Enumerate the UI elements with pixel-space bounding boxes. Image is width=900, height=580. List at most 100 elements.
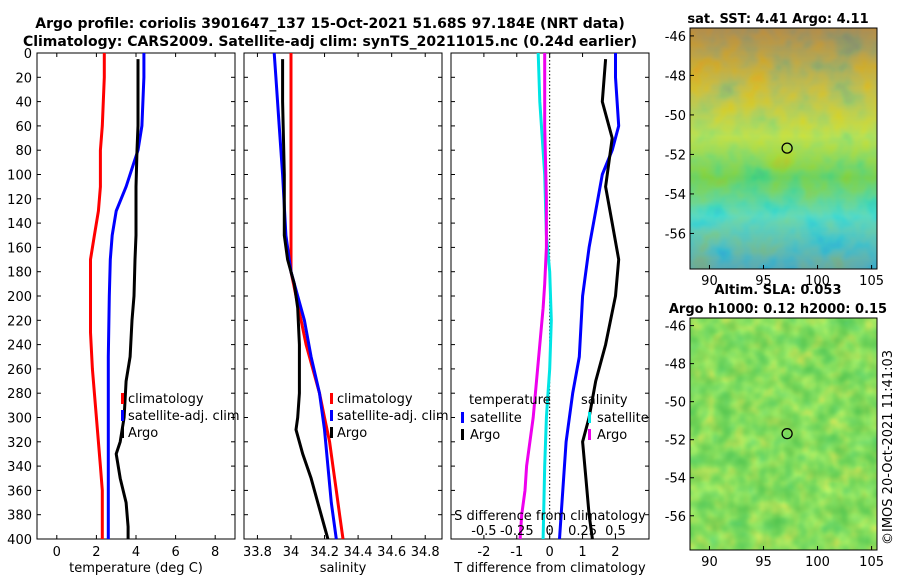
depth-tick-label: 300 <box>7 412 32 427</box>
sst-field-texture <box>690 28 877 269</box>
salinity-legend-label: climatology <box>337 392 413 407</box>
map-ytick-label: -54 <box>665 472 686 487</box>
legend-salinity-title: salinity <box>581 393 628 408</box>
map-ytick-label: -52 <box>665 434 686 449</box>
map-xtick-label: 90 <box>701 274 718 289</box>
temperature-series-climatology <box>89 53 106 539</box>
map-xtick-label: 95 <box>755 555 772 570</box>
map-xtick-label: 95 <box>755 274 772 289</box>
salinity-series-satellite-adj-clim <box>272 52 338 540</box>
difference-xtick-label: 0 <box>546 545 554 560</box>
sla-map-frame <box>689 317 878 551</box>
sst-map: sat. SST: 4.41 Argo: 4.11 90 95 100 105 -46 -… <box>665 12 884 289</box>
depth-tick-label: 180 <box>7 266 32 281</box>
map-ytick-label: -54 <box>665 188 686 203</box>
depth-tick-label: 200 <box>7 290 32 305</box>
panel-temperature: 0 2 4 6 8 temperature (deg C) 0 20 40 60 80 100 120 1… <box>7 47 239 576</box>
temperature-xtick-label: 4 <box>132 545 140 560</box>
sla-map-ticks: 90 95 100 105 -46 -48 -50 -52 -54 -56 <box>665 320 884 570</box>
depth-tick-label: 220 <box>7 314 32 329</box>
legend-temperature-label: Argo <box>470 428 500 443</box>
sst-map-frame <box>689 27 878 270</box>
salinity-diff-tick-label: 0 <box>546 524 554 539</box>
difference-series-salinity-argo <box>518 53 548 540</box>
map-xtick-label: 105 <box>859 274 884 289</box>
legend-temperature-swatch <box>461 412 464 423</box>
temperature-legend-swatch <box>121 427 124 438</box>
depth-tick-label: 80 <box>15 144 32 159</box>
salinity-legend-swatch <box>330 427 333 438</box>
sst-map-title: sat. SST: 4.41 Argo: 4.11 <box>687 12 868 27</box>
salinity-diff-tick-label: -0.5 <box>471 524 496 539</box>
salinity-diff-axis-label: S difference from climatology <box>454 509 646 524</box>
salinity-xtick-label: 34.8 <box>411 545 440 560</box>
salinity-xtick-label: 34.4 <box>344 545 373 560</box>
panel-difference: -2 -1 0 1 2T difference from climatology temp… <box>450 52 650 576</box>
legend-salinity-swatch <box>588 412 591 423</box>
depth-tick-label: 360 <box>7 484 32 499</box>
figure-title-line2: Climatology: CARS2009. Satellite-adj cli… <box>23 34 637 50</box>
salinity-xtick-label: 34 <box>283 545 300 560</box>
sla-field <box>690 318 877 550</box>
sla-map-title1: Altim. SLA: 0.053 <box>715 283 842 298</box>
figure-title-line1: Argo profile: coriolis 3901647_137 15-Oc… <box>35 16 625 32</box>
temperature-legend-swatch <box>121 410 124 421</box>
map-ytick-label: -48 <box>665 69 686 84</box>
depth-tick-label: 120 <box>7 193 32 208</box>
depth-tick-label: 100 <box>7 169 32 184</box>
map-ytick-label: -46 <box>665 30 686 45</box>
temperature-series-satellite-adj-clim <box>106 53 146 539</box>
difference-series-temperature-argo <box>581 58 621 540</box>
depth-tick-label: 380 <box>7 509 32 524</box>
legend-salinity-label: satellite <box>597 411 649 426</box>
salinity-legend-swatch <box>330 393 333 404</box>
panel-salinity: 33.8 34 34.2 34.4 34.6 34.8 salinity climatolog… <box>243 52 449 576</box>
map-xtick-label: 105 <box>859 555 884 570</box>
sst-argo-marker <box>781 142 793 154</box>
salinity-frame <box>243 52 443 540</box>
sla-map-title2: Argo h1000: 0.12 h2000: 0.15 <box>669 302 887 317</box>
temperature-legend-label: climatology <box>128 392 204 407</box>
sst-map-ticks: 90 95 100 105 -46 -48 -50 -52 -54 -56 <box>665 30 884 289</box>
difference-series-salinity-satellite <box>536 52 553 540</box>
temperature-legend-label: Argo <box>128 426 158 441</box>
difference-xtick-label: 2 <box>611 545 619 560</box>
salinity-legend-swatch <box>330 410 333 421</box>
salinity-diff-tick-label: 0.5 <box>605 524 626 539</box>
difference-series-temperature-satellite <box>558 53 621 540</box>
temperature-series-argo <box>114 59 140 539</box>
map-ytick-label: -50 <box>665 109 686 124</box>
temperature-xlabel: temperature (deg C) <box>69 561 203 576</box>
temperature-xtick-label: 0 <box>53 545 61 560</box>
depth-tick-label: 400 <box>7 533 32 548</box>
temperature-legend-swatch <box>121 393 124 404</box>
depth-tick-label: 60 <box>15 120 32 135</box>
sla-argo-marker <box>781 427 793 440</box>
legend-temperature-swatch <box>461 429 464 440</box>
map-ytick-label: -48 <box>665 358 686 373</box>
legend-salinity-label: Argo <box>597 428 627 443</box>
salinity-xtick-label: 34.2 <box>310 545 339 560</box>
temperature-legend-label: satellite-adj. clim <box>128 409 240 424</box>
depth-tick-label: 140 <box>7 217 32 232</box>
salinity-xtick-label: 33.8 <box>243 545 272 560</box>
depth-tick-label: 40 <box>15 96 32 111</box>
difference-xtick-label: -2 <box>477 545 490 560</box>
difference-xtick-label: -1 <box>510 545 523 560</box>
map-ytick-label: -56 <box>665 227 686 242</box>
salinity-legend-label: Argo <box>337 426 367 441</box>
depth-tick-label: 320 <box>7 436 32 451</box>
temperature-xtick-label: 8 <box>211 545 219 560</box>
map-ytick-label: -52 <box>665 148 686 163</box>
legend-salinity-swatch <box>588 429 591 440</box>
map-xtick-label: 90 <box>701 555 718 570</box>
legend-temperature-label: satellite <box>470 411 522 426</box>
depth-tick-label: 0 <box>24 47 32 62</box>
temperature-xtick-label: 2 <box>92 545 100 560</box>
salinity-legend-label: satellite-adj. clim <box>337 409 449 424</box>
depth-tick-label: 260 <box>7 363 32 378</box>
map-ytick-label: -50 <box>665 396 686 411</box>
salinity-diff-tick-label: 0.25 <box>568 524 597 539</box>
